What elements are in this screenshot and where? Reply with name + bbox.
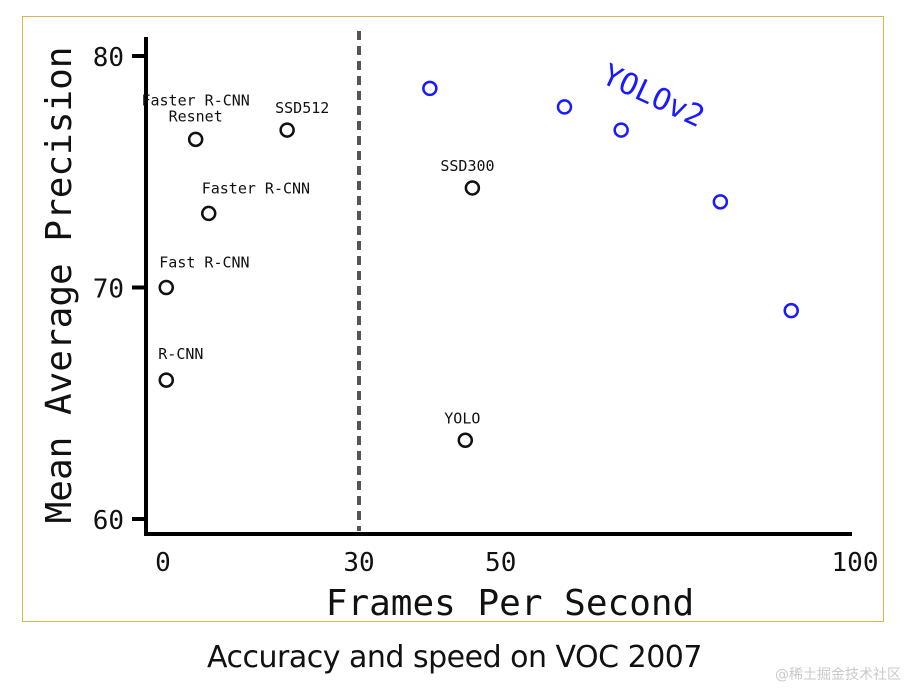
x-axis-title: Frames Per Second xyxy=(326,583,694,624)
point-label: Faster R-CNN xyxy=(141,91,249,109)
detector-point xyxy=(158,279,175,296)
y-tick-label: 70 xyxy=(93,275,124,305)
detector-point xyxy=(457,432,474,449)
x-tick-label: 100 xyxy=(832,548,879,578)
detector-point xyxy=(187,131,204,148)
yolov2-point xyxy=(613,122,629,138)
detector-point xyxy=(158,372,175,388)
detector-point xyxy=(464,180,481,196)
figure-caption: Accuracy and speed on VOC 2007 xyxy=(207,640,703,675)
x-tick-label: 50 xyxy=(485,548,516,578)
y-tick-label: 60 xyxy=(93,506,124,536)
point-label: R-CNN xyxy=(158,345,203,363)
point-label: Faster R-CNN xyxy=(202,179,310,197)
yolov2-point xyxy=(712,194,729,210)
point-label: SSD512 xyxy=(275,99,329,117)
chart-frame xyxy=(22,16,884,622)
point-label: YOLO xyxy=(444,409,480,427)
y-axis-title: Mean Average Precision xyxy=(39,47,80,524)
yolov2-point xyxy=(422,80,438,97)
watermark: @稀土掘金技术社区 xyxy=(775,667,901,683)
point-label: Resnet xyxy=(169,107,223,125)
x-tick-label: 0 xyxy=(155,548,171,578)
point-label: SSD300 xyxy=(440,157,494,175)
series-label-yolov2: YOLOv2 xyxy=(597,58,710,136)
yolov2-point xyxy=(783,302,799,319)
x-tick-label: 30 xyxy=(343,548,374,578)
yolov2-point xyxy=(556,99,573,115)
y-tick-label: 80 xyxy=(93,43,124,73)
detector-point xyxy=(200,205,217,222)
point-label: Fast R-CNN xyxy=(159,254,249,272)
detector-point xyxy=(279,122,295,138)
